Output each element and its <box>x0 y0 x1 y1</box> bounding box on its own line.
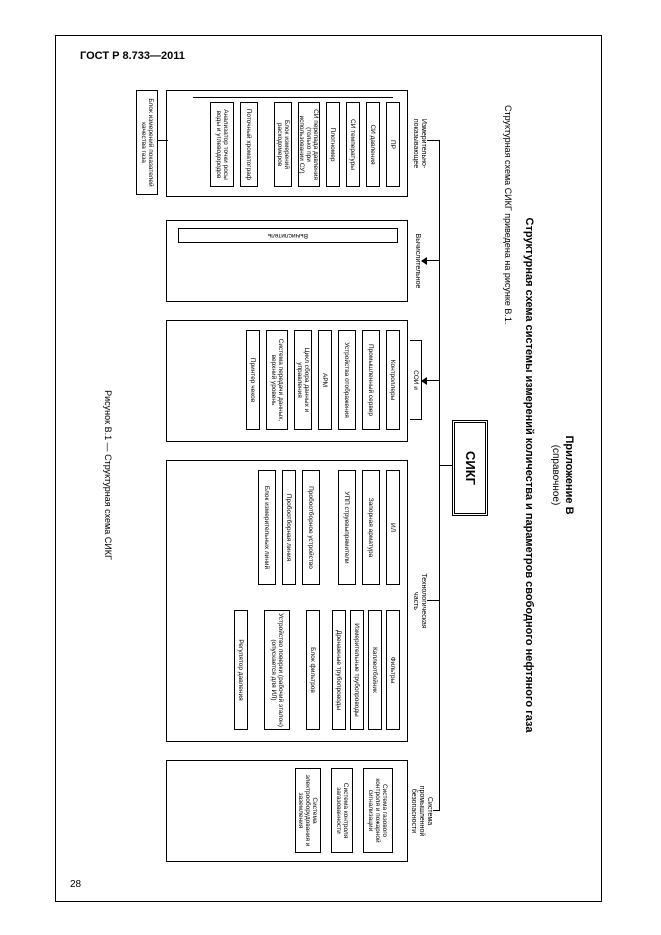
col1-n1: ПР <box>386 102 400 187</box>
col5-n2: Система контроля загазованности <box>331 768 353 853</box>
col4-r4: Дренажные трубопроводы <box>332 610 346 730</box>
col1-bottom: Блок измерений показателей качества газа <box>136 90 158 195</box>
col5-n3: Система электрооборудования и заземления <box>295 768 321 853</box>
col2-label: Вычислительное <box>414 232 421 291</box>
col3-n4: АРМ <box>318 330 332 430</box>
col1-n2: СИ давления <box>366 102 380 187</box>
appendix-title: Приложение В <box>563 80 575 870</box>
col3-n3: Устройства отображения <box>338 330 356 430</box>
col4-r5: Блок фильтров <box>306 610 320 730</box>
col3-n1: Контроллеры <box>386 330 400 430</box>
col1-n7: Поточный хроматограф <box>240 102 258 187</box>
col4-r2: Каплеотбойник <box>368 610 382 730</box>
col4-l2: Запорная арматура <box>362 470 380 585</box>
col4-l1: ИЛ <box>386 470 400 585</box>
col4-r6: Устройство поверки (рабочий эталон) (опу… <box>264 610 290 730</box>
col1-n8: Анализатор точки росы воды и углеводород… <box>210 102 234 187</box>
col5-label: Система промышленной безопасности <box>409 784 433 839</box>
col4-r7: Регулятор давления <box>234 610 248 730</box>
col1-n4: Плотномер <box>326 102 340 187</box>
col4-label: Технологическаячасть <box>411 571 427 630</box>
col2-n1: Вычислитель <box>178 228 398 243</box>
figure-caption: Рисунок В.1 — Структурная схема СИКГ <box>103 80 113 870</box>
col4-l4: Пробоотборное устройство <box>302 470 320 585</box>
col1-n5: СИ перепада давления (только при использ… <box>298 102 320 187</box>
sikg-root-box: СИКГ <box>452 420 488 516</box>
col3-n2: Промышленный сервер <box>362 330 380 430</box>
col1-label: Измерительно-показывающее <box>411 117 427 170</box>
main-title: Структурная схема системы измерений коли… <box>523 80 535 870</box>
rotated-page-content: Приложение В (справочное) Структурная сх… <box>70 80 580 870</box>
diagram: СИКГ Измерительно-показывающее ПР СИ дав… <box>123 80 488 860</box>
col3-n5: Цикл сбора данных и управления <box>294 330 312 430</box>
col5-n1: Система газового контроля и пожарной сиг… <box>363 768 393 853</box>
col1-n3: СИ температуры <box>346 102 360 187</box>
col4-l3: УПП струевыпрямители <box>338 470 356 585</box>
document-code: ГОСТ Р 8.733—2011 <box>80 50 185 62</box>
page-number: 28 <box>70 879 81 890</box>
col3-top: СОИ и <box>410 340 422 420</box>
col1-n6: Блок измерений расходомеров <box>274 102 292 187</box>
intro-text: Структурная схема СИКГ приведена на рису… <box>503 105 513 870</box>
col4-l5: Пробоотборная линия <box>282 470 296 585</box>
col4-r1: Фильтры <box>386 610 400 730</box>
col4-l6: Блок измерительных линий <box>258 470 276 585</box>
col4-r3: Измерительные трубопроводы <box>350 610 364 730</box>
appendix-subtitle: (справочное) <box>550 80 561 870</box>
col3-n7: Принтер чеков <box>246 330 260 430</box>
col3-n6: Система передачи данных, верхний уровень <box>266 330 288 430</box>
